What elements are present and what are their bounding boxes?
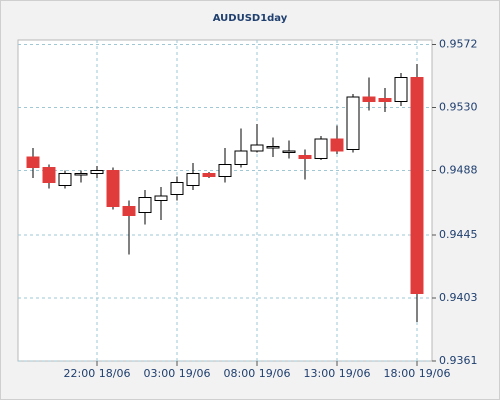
candle-body xyxy=(218,164,232,177)
candle-body xyxy=(330,138,344,152)
candle-body xyxy=(42,167,56,183)
candle-body xyxy=(410,77,424,294)
candle-body xyxy=(362,96,376,102)
x-tick-label: 03:00 19/06 xyxy=(144,367,211,380)
candle-body xyxy=(58,173,72,186)
y-tick-label: 0.9530 xyxy=(439,101,478,114)
candle-body xyxy=(314,138,328,159)
x-tick-label: 22:00 18/06 xyxy=(64,367,131,380)
candle-body xyxy=(122,206,136,216)
x-tick-label: 08:00 19/06 xyxy=(224,367,291,380)
candle-body xyxy=(298,155,312,159)
candle-body xyxy=(394,77,408,102)
candle-body xyxy=(90,170,104,174)
x-tick-label: 13:00 19/06 xyxy=(304,367,371,380)
y-tick-label: 0.9572 xyxy=(439,38,478,51)
candle-body xyxy=(202,173,216,177)
candle-body xyxy=(138,197,152,213)
chart-title: AUDUSD1day xyxy=(213,13,288,24)
candle-body xyxy=(170,182,184,195)
y-tick-label: 0.9488 xyxy=(439,164,478,177)
candle-body xyxy=(74,173,88,176)
candle-body xyxy=(234,150,248,165)
plot-area xyxy=(17,39,433,362)
candle-body xyxy=(346,96,360,150)
candle-body xyxy=(250,144,264,152)
candle-body xyxy=(266,146,280,149)
y-tick-label: 0.9361 xyxy=(439,354,478,367)
y-tick-label: 0.9445 xyxy=(439,228,478,241)
candle-body xyxy=(282,150,296,153)
x-tick-label: 18:00 19/06 xyxy=(384,367,451,380)
candle-body xyxy=(186,173,200,186)
candle-body xyxy=(26,156,40,168)
candle-body xyxy=(106,170,120,207)
y-tick-label: 0.9403 xyxy=(439,291,478,304)
candle-body xyxy=(378,98,392,102)
candle-body xyxy=(154,195,168,201)
